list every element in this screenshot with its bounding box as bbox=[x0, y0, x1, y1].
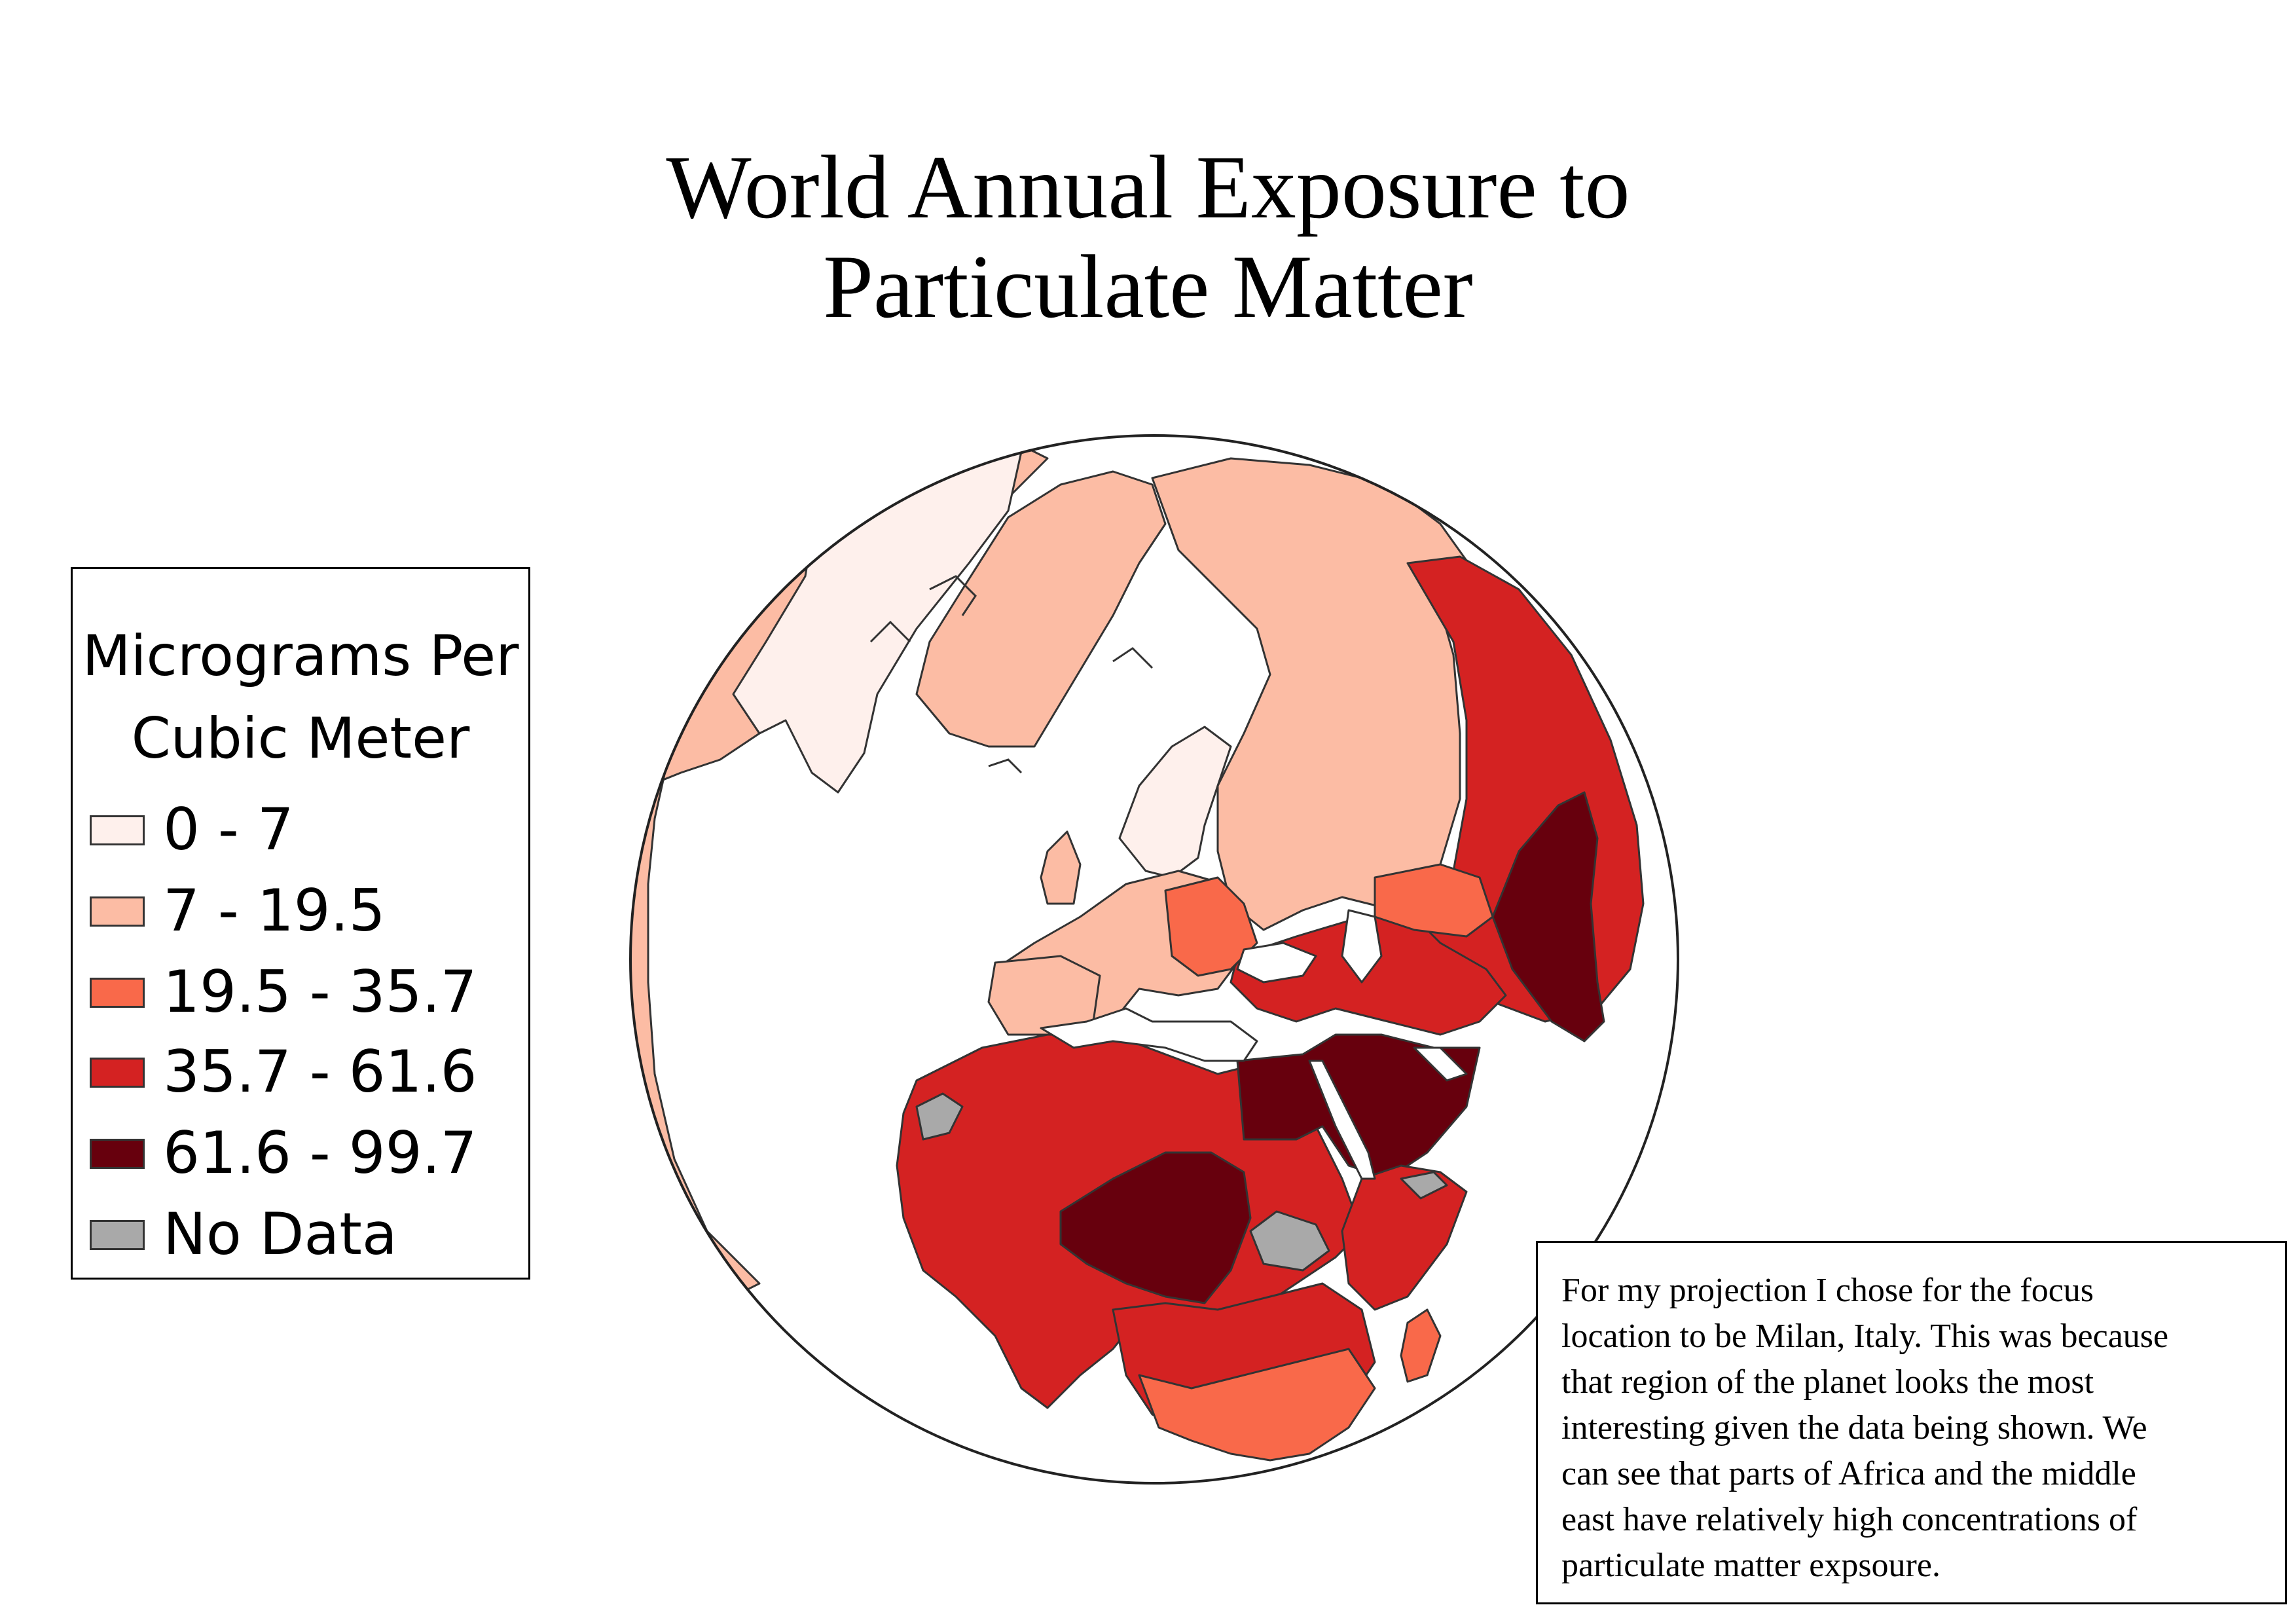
region-kazakhstan bbox=[1374, 863, 1494, 938]
legend-swatch-19-5-35-7 bbox=[90, 978, 145, 1008]
mediterranean-sea bbox=[1040, 1007, 1258, 1062]
legend-label-no-data: No Data bbox=[163, 1200, 397, 1268]
map-title: World Annual Exposure to Particulate Mat… bbox=[0, 138, 2296, 337]
note-line-4: interesting given the data being shown. … bbox=[1561, 1409, 2147, 1447]
legend-title-line-1: Micrograms Per bbox=[82, 623, 519, 689]
note-line-5: can see that parts of Africa and the mid… bbox=[1561, 1455, 2136, 1492]
legend-label-61-6-99-7: 61.6 - 99.7 bbox=[163, 1119, 477, 1187]
region-scandinavia bbox=[1118, 726, 1232, 879]
region-sahel bbox=[1059, 1151, 1252, 1304]
legend-title: Micrograms Per Cubic Meter bbox=[73, 615, 528, 780]
legend-swatch-61-6-99-7 bbox=[90, 1139, 145, 1169]
legend-swatch-35-7-61-6 bbox=[90, 1058, 145, 1088]
legend-label-35-7-61-6: 35.7 - 61.6 bbox=[163, 1038, 477, 1105]
legend-title-line-2: Cubic Meter bbox=[131, 706, 470, 771]
legend-swatch-7-19-5 bbox=[90, 896, 145, 927]
globe-outline bbox=[629, 434, 1679, 1485]
region-south-asia bbox=[1491, 791, 1605, 1043]
note-line-1: For my projection I chose for the focus bbox=[1561, 1272, 2094, 1309]
note-line-2: location to be Milan, Italy. This was be… bbox=[1561, 1318, 2169, 1355]
region-no-data-somaliland bbox=[1400, 1171, 1448, 1200]
legend-swatch-0-7 bbox=[90, 815, 145, 845]
note-line-7: particulate matter expsoure. bbox=[1561, 1547, 1941, 1584]
region-east-africa bbox=[1341, 1164, 1468, 1311]
caspian-sea bbox=[1341, 909, 1383, 984]
region-no-data-south-sudan bbox=[1249, 1210, 1330, 1272]
black-sea bbox=[1236, 942, 1317, 984]
note-line-3: that region of the planet looks the most bbox=[1561, 1363, 2094, 1401]
red-sea bbox=[1308, 1060, 1376, 1180]
persian-gulf bbox=[1413, 1046, 1468, 1082]
note-line-6: east have relatively high concentrations… bbox=[1561, 1501, 2138, 1538]
legend: Micrograms Per Cubic Meter 0 - 7 7 - 19.… bbox=[71, 567, 530, 1280]
map-title-line-1: World Annual Exposure to bbox=[666, 137, 1630, 237]
legend-swatch-no-data bbox=[90, 1220, 145, 1250]
region-middle-east-dark bbox=[1236, 1033, 1481, 1180]
legend-label-0-7: 0 - 7 bbox=[163, 796, 294, 863]
legend-label-19-5-35-7: 19.5 - 35.7 bbox=[163, 958, 477, 1025]
region-russia bbox=[1151, 457, 1474, 931]
region-greenland bbox=[915, 470, 1167, 748]
region-southern-africa bbox=[1138, 1348, 1376, 1462]
arctic-islands-outline bbox=[869, 575, 1154, 774]
map-title-line-2: Particulate Matter bbox=[823, 236, 1473, 337]
description-note: For my projection I chose for the focus … bbox=[1536, 1241, 2287, 1604]
legend-label-7-19-5: 7 - 19.5 bbox=[163, 877, 386, 944]
region-british-isles bbox=[1040, 830, 1082, 905]
region-no-data-western-sahara bbox=[915, 1092, 964, 1141]
region-madagascar bbox=[1400, 1308, 1442, 1383]
